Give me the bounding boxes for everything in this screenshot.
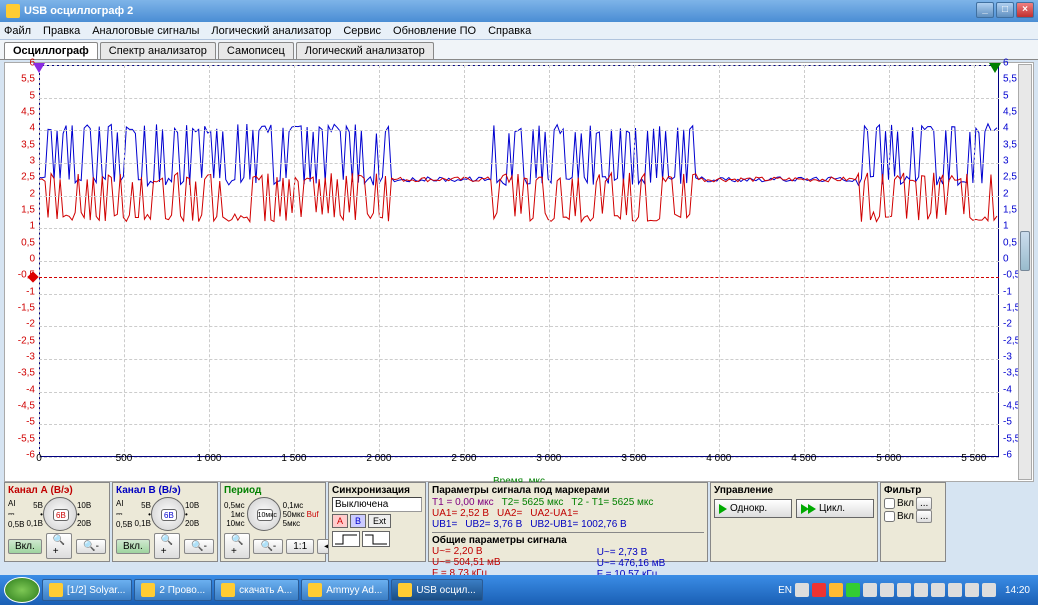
timebase-zoom-in[interactable]: 🔍+ [224,533,250,559]
tray-icon[interactable] [829,583,843,597]
menu-item[interactable]: Сервис [343,25,381,37]
taskbar-item[interactable]: скачать А... [214,579,299,601]
tray-icon[interactable] [880,583,894,597]
filter-panel: Фильтр Вкл... Вкл... [880,482,946,562]
marker-ub2: UB2= 3,76 В [465,519,522,530]
minimize-button[interactable]: _ [976,2,994,18]
sync-source-b[interactable]: B [350,514,366,528]
channel-b-zoom-in[interactable]: 🔍+ [154,533,180,559]
clock[interactable]: 14:20 [1005,585,1030,596]
plot-area[interactable] [39,65,999,457]
tray-icon[interactable] [965,583,979,597]
tray-icon[interactable] [812,583,826,597]
scrollbar-thumb[interactable] [1020,231,1030,271]
timebase-zoom-out[interactable]: 🔍- [253,539,283,554]
common-title: Общие параметры сигнала [432,535,567,546]
control-panels: Канал А (В/э) AI ⎓ 0,5B 5В•0,1В 6В 10В•2… [4,482,1018,562]
start-button[interactable] [4,577,40,603]
marker-t2: T2= 5625 мкс [502,497,564,508]
menubar: Файл Правка Аналоговые сигналы Логический а… [0,22,1038,40]
taskbar-item[interactable]: Ammyy Ad... [301,579,389,601]
channel-b-range-knob[interactable]: 6В [151,497,185,531]
marker-ub1: UB1= [432,519,457,530]
tray-icon[interactable] [846,583,860,597]
titlebar: USB осциллограф 2 _ □ × [0,0,1038,22]
window-buttons: _ □ × [976,2,1034,18]
tray-icon[interactable] [897,583,911,597]
marker-ua2: UA2= [497,508,522,519]
vertical-scrollbar[interactable] [1018,64,1032,480]
app-icon [6,4,20,18]
channel-a-zoom-in[interactable]: 🔍+ [46,533,72,559]
control-panel: Управление Однокр. Цикл. [710,482,878,562]
tray-icon[interactable] [948,583,962,597]
sync-panel: Синхронизация Выключена A B Ext [328,482,426,562]
channel-a-coupling[interactable]: AI ⎓ 0,5B [8,499,24,529]
filter-enable-a[interactable]: Вкл... [884,497,942,510]
tab-1[interactable]: Спектр анализатор [100,42,216,59]
y-axis-channel-a: 65,554,543,532,521,510,50-0,5-1-1,5-2-2,… [5,63,37,458]
buffer-indicator: Buf [307,510,319,519]
channel-a-title: Канал А (В/э) [8,485,106,496]
system-tray: EN 14:20 [778,583,1034,597]
taskbar: [1/2] Solyar...2 Прово...скачать А...Amm… [0,575,1038,605]
channel-b-panel: Канал В (В/э) AI ⎓ 0,5B 5В•0,1В 6В 10В•2… [112,482,218,562]
tab-2[interactable]: Самописец [218,42,294,59]
sync-title: Синхронизация [332,485,422,496]
menu-item[interactable]: Файл [4,25,31,37]
timebase-1to1[interactable]: 1:1 [286,539,314,554]
channel-b-title: Канал В (В/э) [116,485,214,496]
filter-title: Фильтр [884,485,942,496]
filter-enable-b[interactable]: Вкл... [884,510,942,523]
sync-edge-falling[interactable] [362,531,390,547]
sync-source-a[interactable]: A [332,514,348,528]
menu-item[interactable]: Правка [43,25,80,37]
markers-title: Параметры сигнала под маркерами [432,485,704,496]
tray-icon[interactable] [982,583,996,597]
marker-dub: UB2-UB1= 1002,76 В [530,519,626,530]
control-title: Управление [714,485,874,496]
channel-a-range-knob[interactable]: 6В [43,497,77,531]
marker-t1: T1 = 0,00 мкс [432,497,494,508]
language-indicator[interactable]: EN [778,585,792,596]
markers-panel: Параметры сигнала под маркерами T1 = 0,0… [428,482,708,562]
tray-icon[interactable] [795,583,809,597]
channel-a-zoom-out[interactable]: 🔍- [76,539,106,554]
sync-edge-rising[interactable] [332,531,360,547]
close-button[interactable]: × [1016,2,1034,18]
window-title: USB осциллограф 2 [24,5,133,17]
channel-b-enable-button[interactable]: Вкл. [116,539,150,554]
channel-b-coupling[interactable]: AI ⎓ 0,5B [116,499,132,529]
period-knob[interactable]: 10мкс [247,497,281,531]
taskbar-item[interactable]: [1/2] Solyar... [42,579,132,601]
oscilloscope-chart: 65,554,543,532,521,510,50-0,5-1-1,5-2-2,… [4,62,1034,482]
tray-icon[interactable] [914,583,928,597]
play-icon [719,504,727,514]
tray-icon[interactable] [931,583,945,597]
marker-dt: T2 - T1= 5625 мкс [571,497,653,508]
taskbar-item[interactable]: 2 Прово... [134,579,212,601]
marker-ua1: UA1= 2,52 В [432,508,489,519]
menu-item[interactable]: Аналоговые сигналы [92,25,199,37]
taskbar-item[interactable]: USB осцил... [391,579,482,601]
tray-icon[interactable] [863,583,877,597]
menu-item[interactable]: Логический анализатор [211,25,331,37]
channel-a-panel: Канал А (В/э) AI ⎓ 0,5B 5В•0,1В 6В 10В•2… [4,482,110,562]
tab-0[interactable]: Осциллограф [4,42,98,59]
cycle-button[interactable]: Цикл. [796,499,874,518]
tabbar: ОсциллографСпектр анализаторСамописецЛог… [0,40,1038,60]
menu-item[interactable]: Справка [488,25,531,37]
maximize-button[interactable]: □ [996,2,1014,18]
menu-item[interactable]: Обновление ПО [393,25,476,37]
single-shot-button[interactable]: Однокр. [714,499,792,518]
marker-dua: UA2-UA1= [530,508,578,519]
channel-b-zoom-out[interactable]: 🔍- [184,539,214,554]
x-axis: 05001 0001 5002 0002 5003 0003 5004 0004… [39,453,999,473]
period-panel: Период 0,5мс1мс10мс 10мкс 0,1мс50мкс5мкс… [220,482,326,562]
period-title: Период [224,485,322,496]
channel-a-enable-button[interactable]: Вкл. [8,539,42,554]
tab-3[interactable]: Логический анализатор [296,42,434,59]
sync-source-ext[interactable]: Ext [368,514,391,528]
sync-state-dropdown[interactable]: Выключена [332,497,422,512]
